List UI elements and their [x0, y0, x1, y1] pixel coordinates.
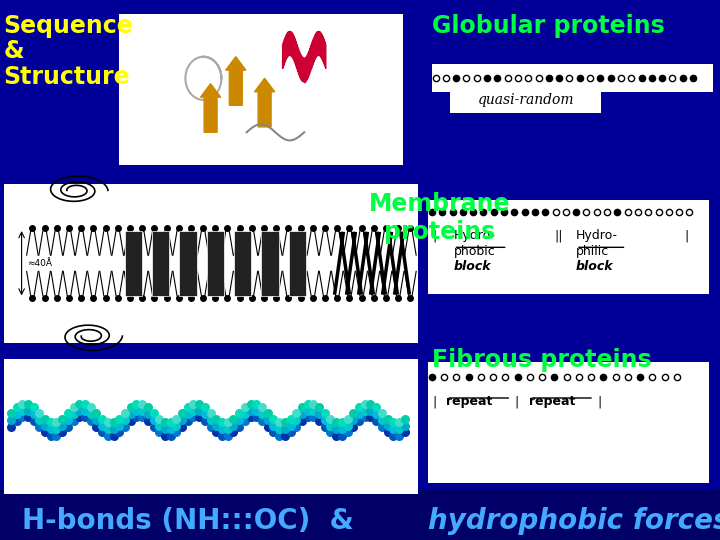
Text: |: | — [515, 395, 519, 408]
Text: Membrane
proteins: Membrane proteins — [369, 192, 510, 244]
Bar — [4, 184, 418, 343]
Polygon shape — [312, 38, 314, 65]
Polygon shape — [318, 31, 319, 55]
Bar — [0, 490, 720, 540]
FancyArrow shape — [226, 57, 246, 105]
Polygon shape — [285, 36, 286, 62]
Bar — [289, 231, 306, 296]
Polygon shape — [296, 42, 297, 69]
Polygon shape — [292, 33, 294, 59]
Polygon shape — [286, 33, 287, 59]
Polygon shape — [323, 38, 325, 65]
Text: Fibrous proteins: Fibrous proteins — [432, 348, 652, 372]
Polygon shape — [316, 32, 317, 57]
Bar — [4, 359, 418, 494]
Polygon shape — [321, 33, 323, 59]
Polygon shape — [290, 31, 292, 56]
Polygon shape — [319, 31, 320, 56]
Text: Hydro-: Hydro- — [576, 230, 618, 242]
Text: |: | — [684, 230, 688, 242]
Bar — [152, 231, 169, 296]
Polygon shape — [284, 38, 285, 65]
Bar — [261, 231, 279, 296]
Text: repeat: repeat — [529, 395, 575, 408]
Text: |: | — [432, 395, 436, 408]
Polygon shape — [307, 54, 308, 80]
Polygon shape — [304, 58, 305, 82]
Bar — [432, 64, 713, 92]
Bar — [119, 14, 403, 165]
Text: phobic: phobic — [454, 245, 495, 258]
Polygon shape — [300, 54, 302, 80]
Text: |: | — [598, 395, 602, 408]
Text: Hydro-: Hydro- — [454, 230, 495, 242]
Bar — [428, 200, 709, 294]
Polygon shape — [320, 32, 321, 57]
Polygon shape — [309, 48, 310, 75]
Polygon shape — [306, 56, 307, 81]
Polygon shape — [287, 32, 288, 57]
Text: |: | — [432, 230, 436, 242]
Polygon shape — [308, 51, 309, 78]
Bar — [125, 231, 142, 296]
FancyArrow shape — [255, 78, 275, 127]
Polygon shape — [310, 45, 312, 72]
Polygon shape — [298, 48, 300, 75]
Bar — [234, 231, 251, 296]
Text: block: block — [576, 260, 613, 273]
Bar — [179, 231, 197, 296]
Text: ||: || — [554, 230, 563, 242]
Text: hydrophobic forces: hydrophobic forces — [428, 507, 720, 535]
Polygon shape — [297, 45, 298, 72]
Text: H-bonds (NH:::OC)  &: H-bonds (NH:::OC) & — [22, 507, 363, 535]
Text: repeat: repeat — [446, 395, 492, 408]
Polygon shape — [317, 31, 318, 56]
Text: quasi-random: quasi-random — [477, 93, 574, 107]
Text: Sequence
&
Structure: Sequence & Structure — [4, 14, 133, 89]
Polygon shape — [283, 42, 284, 69]
Bar — [207, 231, 224, 296]
Polygon shape — [305, 57, 306, 82]
Polygon shape — [288, 31, 289, 56]
Polygon shape — [315, 33, 316, 59]
Polygon shape — [314, 36, 315, 62]
Polygon shape — [289, 31, 290, 55]
Text: block: block — [454, 260, 491, 273]
Bar — [428, 362, 709, 483]
Polygon shape — [294, 38, 296, 65]
Text: Globular proteins: Globular proteins — [432, 14, 665, 37]
Polygon shape — [302, 57, 304, 82]
FancyArrow shape — [200, 84, 221, 132]
Bar — [450, 87, 601, 113]
Text: philic: philic — [576, 245, 609, 258]
Text: ≈40Å: ≈40Å — [27, 259, 53, 268]
